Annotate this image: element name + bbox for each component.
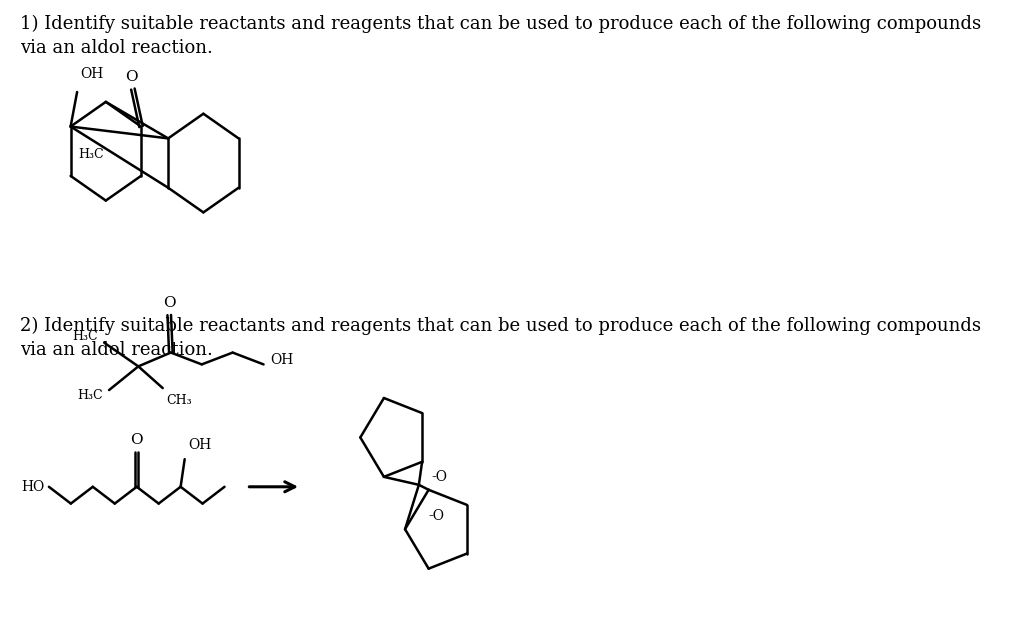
Text: -O: -O xyxy=(429,509,444,523)
Text: OH: OH xyxy=(270,353,293,367)
Text: O: O xyxy=(163,296,175,310)
Text: OH: OH xyxy=(80,67,103,81)
Text: 2) Identify suitable reactants and reagents that can be used to produce each of : 2) Identify suitable reactants and reage… xyxy=(20,317,981,359)
Text: H₃C: H₃C xyxy=(77,390,102,403)
Text: O: O xyxy=(130,433,143,447)
Text: HO: HO xyxy=(22,480,45,494)
Text: H₃C: H₃C xyxy=(79,148,104,161)
Text: O: O xyxy=(125,70,137,84)
Text: CH₃: CH₃ xyxy=(166,394,191,407)
Text: OH: OH xyxy=(188,438,212,452)
Text: 1) Identify suitable reactants and reagents that can be used to produce each of : 1) Identify suitable reactants and reage… xyxy=(20,15,982,57)
Text: H₃C: H₃C xyxy=(72,330,97,343)
Text: -O: -O xyxy=(432,470,447,484)
